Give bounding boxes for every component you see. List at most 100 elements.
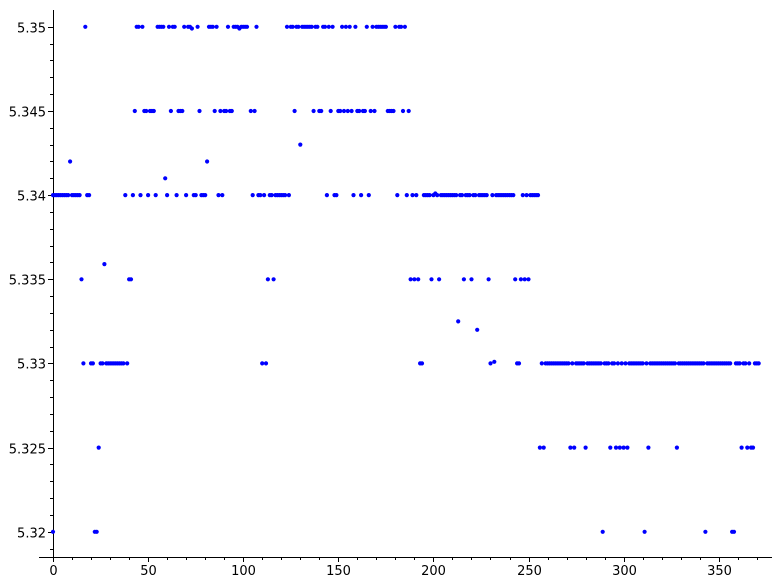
data-point: [102, 262, 107, 267]
data-point: [400, 108, 406, 114]
data-point: [623, 361, 628, 366]
data-point: [315, 24, 320, 29]
y-tick-label: 5.345: [9, 106, 46, 121]
data-point: [68, 159, 73, 164]
data-point: [701, 361, 706, 366]
data-point: [566, 361, 571, 366]
data-point: [612, 361, 617, 366]
data-point: [429, 277, 434, 282]
data-point: [535, 193, 541, 198]
data-point: [90, 361, 95, 366]
data-point: [165, 193, 170, 198]
data-point: [351, 193, 356, 198]
data-point: [613, 445, 619, 450]
data-point: [163, 176, 168, 181]
data-point: [608, 445, 613, 450]
data-point: [395, 193, 400, 198]
data-point: [541, 445, 546, 450]
data-point: [750, 445, 756, 450]
data-point: [427, 193, 432, 198]
data-point: [128, 277, 134, 282]
data-point: [229, 108, 234, 114]
data-point: [263, 361, 269, 366]
data-point: [703, 529, 708, 534]
data-point: [324, 193, 329, 198]
data-point: [362, 108, 367, 114]
data-point: [254, 24, 259, 29]
data-point: [343, 24, 348, 29]
data-point: [492, 359, 497, 364]
data-point: [456, 319, 461, 324]
data-point: [739, 445, 744, 450]
data-point: [600, 529, 605, 534]
data-point: [309, 24, 314, 29]
data-point: [410, 193, 415, 198]
data-point: [437, 277, 442, 282]
x-tick-label: 50: [140, 564, 157, 579]
data-point: [640, 361, 645, 366]
data-point: [359, 193, 364, 198]
data-point: [96, 445, 101, 450]
data-point: [77, 193, 82, 198]
data-point: [151, 108, 156, 114]
data-point: [642, 529, 647, 534]
data-point: [334, 193, 339, 198]
data-point: [218, 108, 223, 114]
data-point: [537, 445, 543, 450]
x-tick-label: 300: [612, 564, 637, 579]
data-point: [132, 108, 137, 114]
data-point: [340, 24, 345, 29]
data-point: [572, 445, 577, 450]
data-point: [125, 361, 130, 366]
data-point: [284, 24, 290, 29]
data-point: [195, 24, 200, 29]
y-tick-label: 5.34: [17, 190, 46, 205]
data-point: [341, 108, 347, 114]
data-point: [174, 193, 179, 198]
data-point: [66, 193, 71, 198]
data-point: [166, 24, 172, 29]
data-point: [260, 361, 265, 366]
data-point: [220, 193, 225, 198]
data-point: [136, 24, 141, 29]
data-point: [368, 108, 373, 114]
data-point: [290, 24, 295, 29]
data-point: [322, 24, 328, 29]
data-point: [311, 108, 316, 114]
data-point: [87, 193, 92, 198]
data-point: [419, 361, 425, 366]
data-point: [646, 445, 651, 450]
data-point: [728, 361, 733, 366]
data-point: [265, 277, 270, 282]
data-point: [212, 108, 217, 114]
data-point: [520, 193, 525, 198]
data-point: [511, 193, 516, 198]
data-point: [189, 26, 194, 31]
data-point: [258, 193, 263, 198]
data-point: [347, 24, 352, 29]
y-tick-label: 5.33: [17, 358, 46, 373]
data-point: [672, 361, 678, 366]
data-point: [621, 445, 626, 450]
data-point: [168, 108, 173, 114]
data-point: [182, 24, 187, 29]
data-point: [121, 361, 126, 366]
x-tick-label: 200: [421, 564, 446, 579]
data-point: [225, 24, 231, 29]
data-point: [296, 24, 301, 29]
data-point: [338, 108, 343, 114]
y-tick-label: 5.35: [17, 22, 46, 37]
data-point: [516, 361, 522, 366]
data-point: [205, 159, 210, 164]
data-point: [330, 24, 335, 29]
data-point: [469, 277, 474, 282]
x-tick-label: 250: [517, 564, 542, 579]
data-point: [486, 277, 491, 282]
data-point: [197, 108, 202, 114]
data-point: [326, 24, 331, 29]
x-tick-label: 0: [49, 564, 57, 579]
data-point: [357, 108, 362, 114]
data-point: [81, 361, 86, 366]
x-tick-label: 150: [326, 564, 351, 579]
